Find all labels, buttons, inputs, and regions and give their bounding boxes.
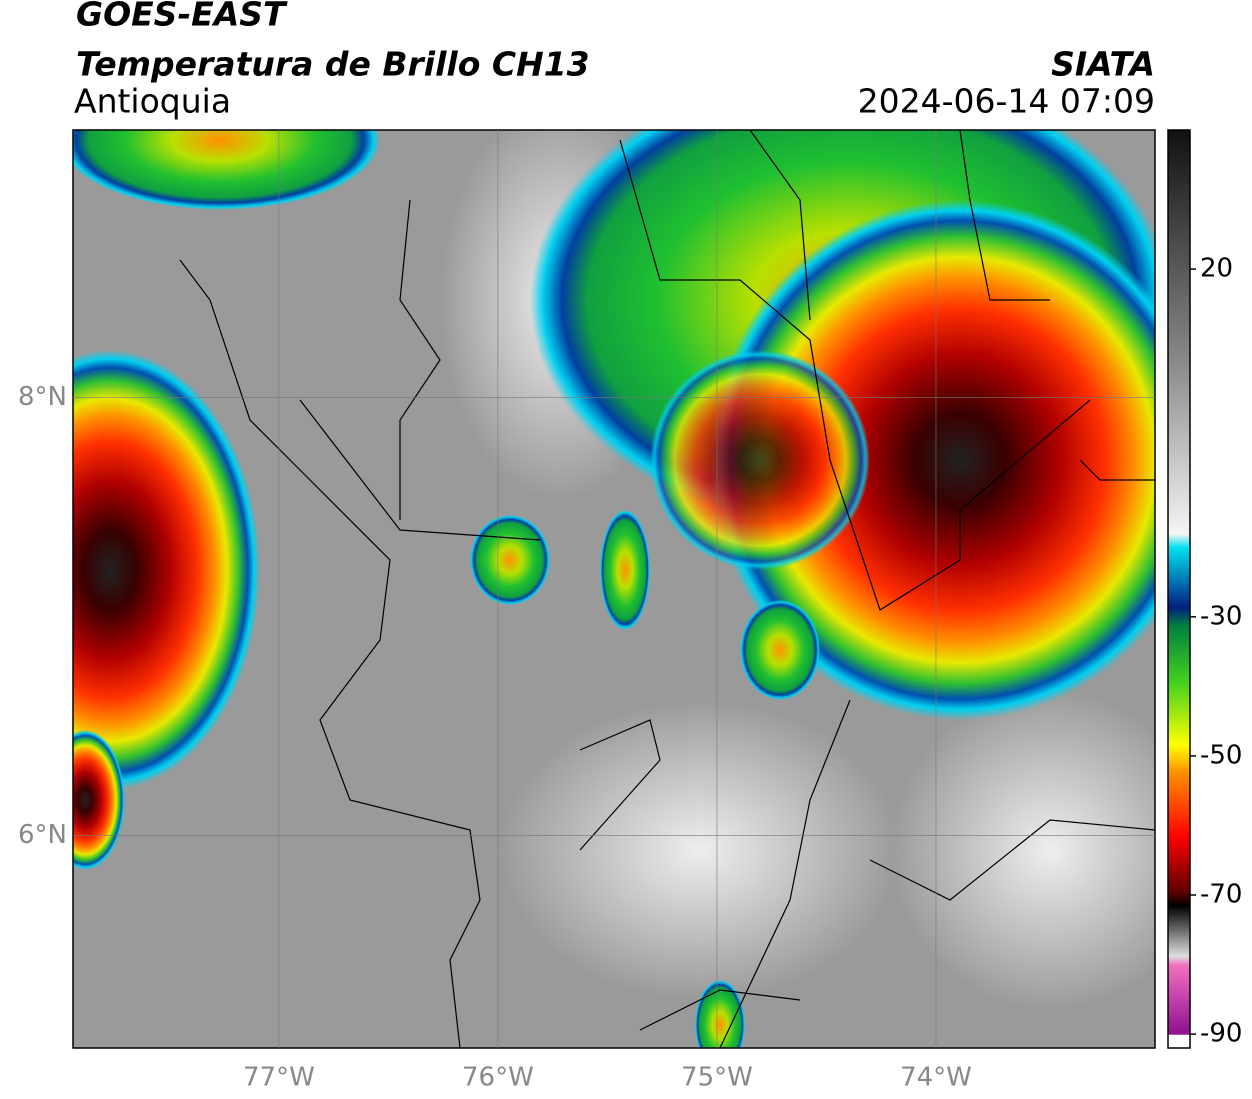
lon-tick-label: 76°W xyxy=(462,1063,534,1093)
title: GOES-EAST xyxy=(76,0,288,34)
lon-tick-label: 75°W xyxy=(681,1063,753,1093)
colorbar-tick-label: -50 xyxy=(1200,740,1242,770)
lon-tick-label: 74°W xyxy=(900,1063,972,1093)
datetime: 2024-06-14 07:09 xyxy=(858,82,1155,121)
region: Antioquia xyxy=(74,82,231,121)
lat-tick-label: 6°N xyxy=(18,820,67,850)
colorbar-tick-label: -90 xyxy=(1200,1019,1242,1049)
lat-tick-label: 8°N xyxy=(18,382,67,412)
satellite-image xyxy=(73,130,1155,1048)
colorbar-tick-label: -30 xyxy=(1200,601,1242,631)
map-frame xyxy=(72,129,1156,1049)
source: SIATA xyxy=(1051,45,1155,84)
colorbar-tick-label: 20 xyxy=(1200,254,1233,284)
subtitle: Temperatura de Brillo CH13 xyxy=(76,45,590,84)
lon-tick-label: 77°W xyxy=(243,1063,315,1093)
colorbar xyxy=(1167,129,1191,1049)
colorbar-tick-label: -70 xyxy=(1200,880,1242,910)
